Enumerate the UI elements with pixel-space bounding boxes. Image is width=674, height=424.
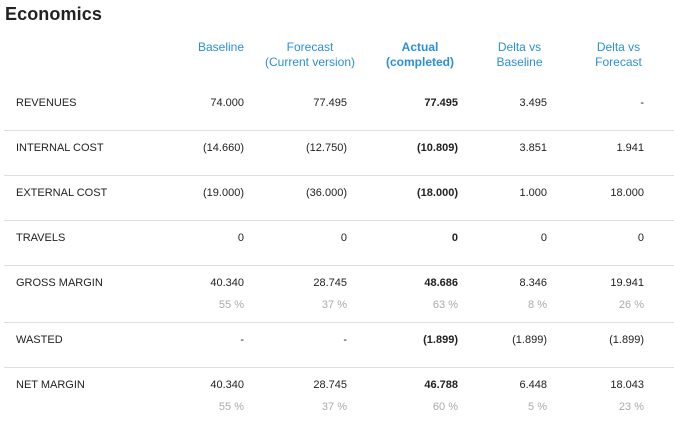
cell-delta-forecast: 1.941 [563,131,644,155]
cell-delta-baseline: 3.851 [476,131,547,155]
cell-delta-baseline: (1.899) [476,323,547,347]
header-baseline: Baseline [174,38,256,86]
cell-delta-baseline: 6.448 [476,368,547,392]
header-forecast: Forecast (Current version) [256,38,364,86]
header-actual: Actual (completed) [364,38,476,86]
cell-delta-baseline-percent: 5 % [476,392,547,414]
cell-actual: 0 [364,221,458,245]
cell-delta-baseline-percent: 8 % [476,290,547,312]
row-label: REVENUES [16,86,174,110]
cell-baseline: (14.660) [174,131,244,155]
header-row: Baseline Forecast (Current version) Actu… [4,38,674,86]
cell-delta-baseline: 3.495 [476,86,547,110]
header-delta-baseline-line1: Delta vs [498,40,541,54]
header-delta-baseline-line2: Baseline [496,55,542,69]
cell-forecast: (36.000) [256,176,347,200]
cell-actual: (10.809) [364,131,458,155]
cell-delta-forecast: 19.941 [563,266,644,290]
cell-baseline: 0 [174,221,244,245]
header-forecast-line1: Forecast [287,40,334,54]
header-baseline-line1: Baseline [198,40,244,54]
cell-delta-forecast: 0 [563,221,644,245]
cell-forecast: 28.745 [256,368,347,392]
cell-forecast: (12.750) [256,131,347,155]
cell-delta-forecast: (1.899) [563,323,644,347]
page-title: Economics [5,4,102,25]
header-delta-forecast: Delta vs Forecast [563,38,674,86]
cell-baseline-percent: 55 % [174,392,244,414]
row-label: NET MARGIN [16,368,174,392]
cell-baseline: 74.000 [174,86,244,110]
cell-delta-baseline: 8.346 [476,266,547,290]
table-row-external-cost: EXTERNAL COST (19.000) (36.000) (18.000)… [4,176,674,221]
cell-forecast: 77.495 [256,86,347,110]
cell-baseline: 40.340 [174,266,244,290]
table-row-wasted: WASTED - - (1.899) (1.899) (1.899) [4,323,674,368]
header-actual-line1: Actual [402,40,439,54]
cell-baseline: - [174,323,244,347]
cell-forecast: 0 [256,221,347,245]
cell-delta-baseline: 1.000 [476,176,547,200]
cell-forecast: 28.745 [256,266,347,290]
cell-baseline-percent: 55 % [174,290,244,312]
table-row-revenues: REVENUES 74.000 77.495 77.495 3.495 - [4,86,674,131]
row-label: EXTERNAL COST [16,176,174,200]
cell-actual: 48.686 [364,266,458,290]
cell-baseline: 40.340 [174,368,244,392]
header-label-column [4,38,174,86]
cell-actual: (1.899) [364,323,458,347]
cell-forecast: - [256,323,347,347]
table-row-internal-cost: INTERNAL COST (14.660) (12.750) (10.809)… [4,131,674,176]
header-delta-forecast-line2: Forecast [595,55,642,69]
cell-actual: 46.788 [364,368,458,392]
header-actual-line2: (completed) [386,55,454,69]
header-forecast-line2: (Current version) [265,55,355,69]
header-delta-forecast-line1: Delta vs [597,40,640,54]
cell-delta-forecast-percent: 23 % [563,392,644,414]
row-label: TRAVELS [16,221,174,245]
cell-forecast-percent: 37 % [256,392,347,414]
cell-delta-baseline: 0 [476,221,547,245]
cell-baseline: (19.000) [174,176,244,200]
cell-actual-percent: 60 % [364,392,458,414]
cell-delta-forecast: 18.000 [563,176,644,200]
cell-actual-percent: 63 % [364,290,458,312]
cell-actual: (18.000) [364,176,458,200]
cell-forecast-percent: 37 % [256,290,347,312]
cell-delta-forecast-percent: 26 % [563,290,644,312]
economics-table: Baseline Forecast (Current version) Actu… [4,38,674,424]
header-delta-baseline: Delta vs Baseline [476,38,563,86]
cell-actual: 77.495 [364,86,458,110]
cell-delta-forecast: 18.043 [563,368,644,392]
cell-delta-forecast: - [563,86,644,110]
table-row-travels: TRAVELS 0 0 0 0 0 [4,221,674,266]
row-label: INTERNAL COST [16,131,174,155]
row-label: GROSS MARGIN [16,266,174,290]
row-label: WASTED [16,323,174,347]
